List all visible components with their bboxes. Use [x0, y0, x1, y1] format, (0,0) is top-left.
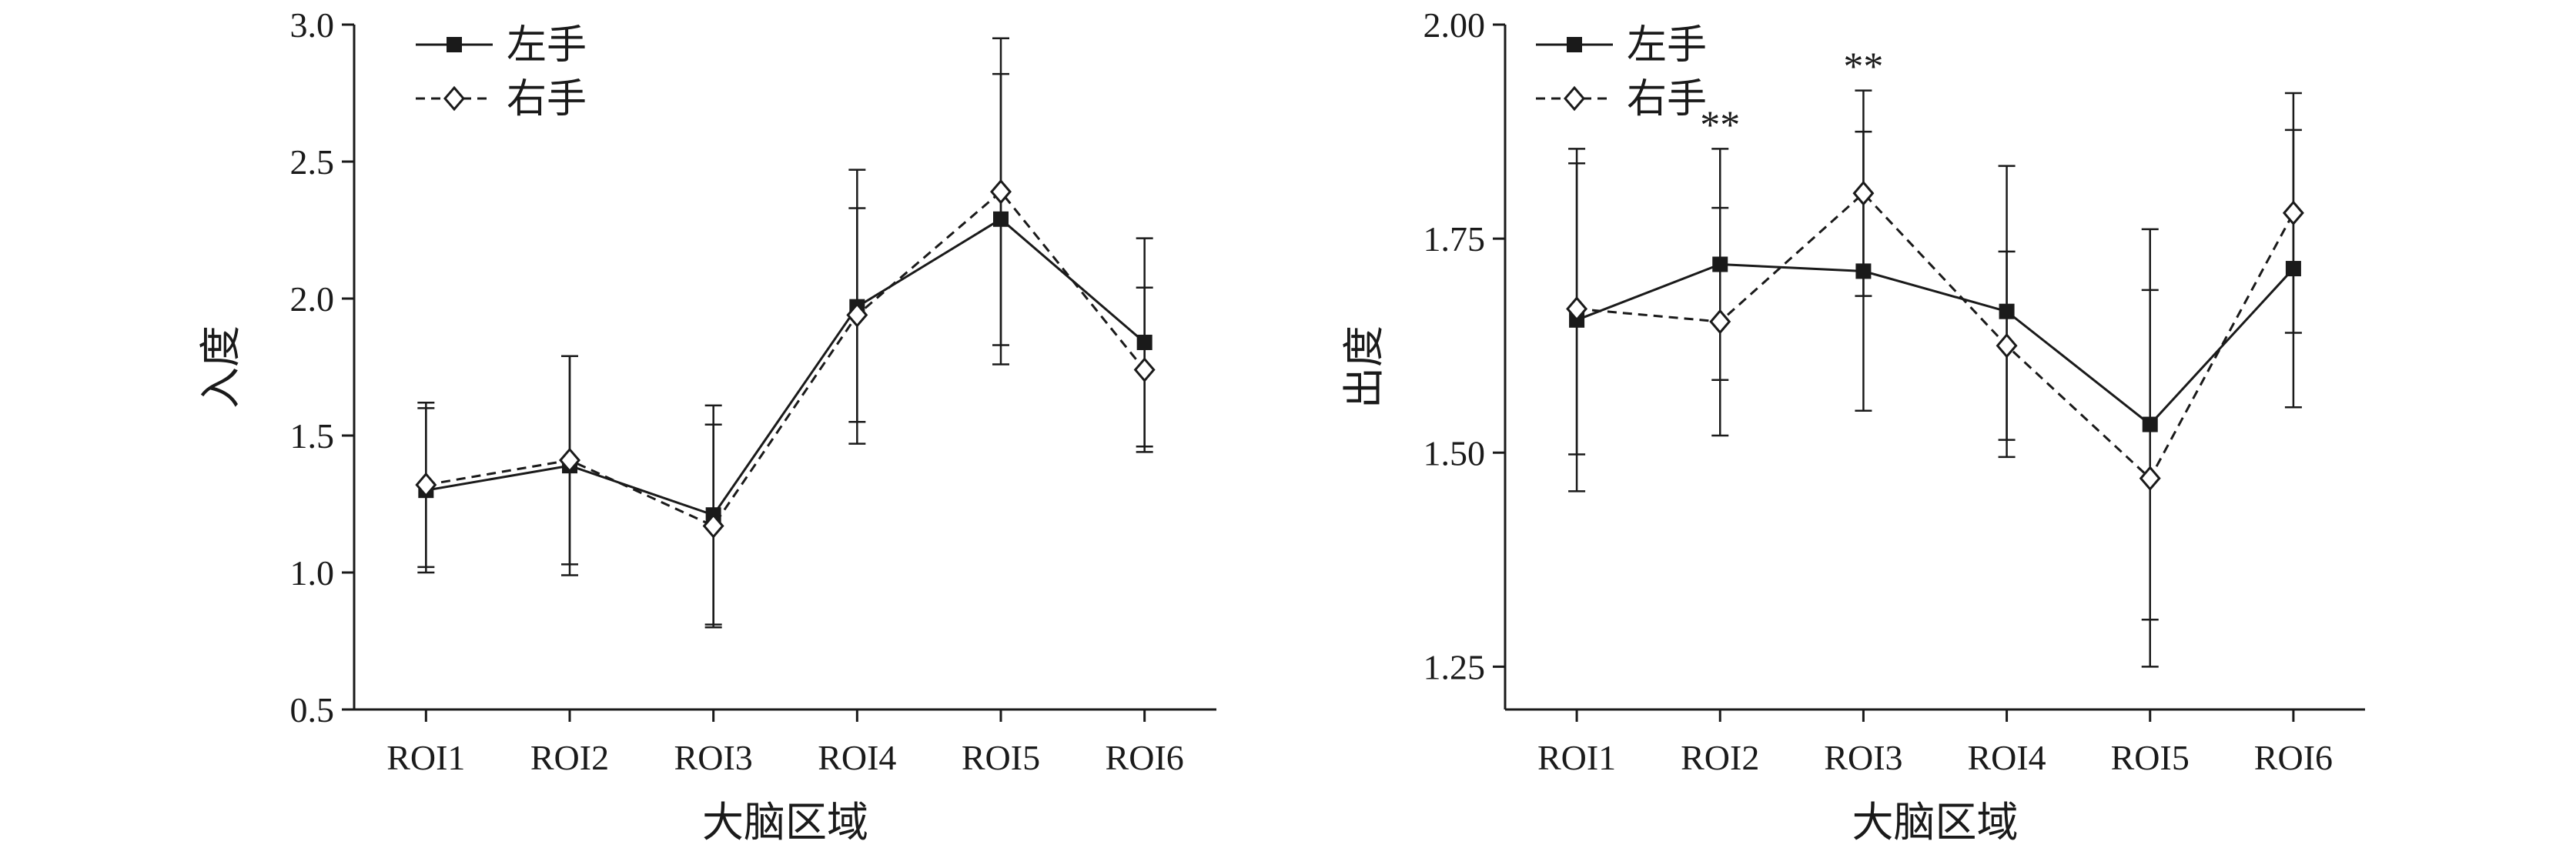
data-point — [702, 513, 724, 539]
x-axis-title: 大脑区域 — [702, 800, 868, 846]
data-point — [2139, 466, 2161, 491]
x-tick-label: ROI2 — [530, 738, 609, 777]
data-point — [990, 179, 1012, 205]
x-tick-label: ROI4 — [1967, 738, 2046, 777]
x-tick-label: ROI3 — [674, 738, 753, 777]
series-left-hand — [1568, 129, 2302, 621]
data-point — [846, 302, 868, 328]
y-tick-label: 1.25 — [1423, 647, 1486, 686]
x-axis-title: 大脑区域 — [1852, 800, 2019, 846]
y-axis-title: 出度 — [1341, 326, 1387, 409]
legend-label: 右手 — [507, 78, 587, 122]
x-tick-label: ROI5 — [2111, 738, 2190, 777]
series-line — [1576, 192, 2295, 481]
y-tick-label: 1.5 — [290, 416, 335, 456]
significance-mark: ** — [1843, 45, 1883, 89]
legend-marker — [443, 85, 465, 112]
legend-label: 右手 — [1627, 78, 1707, 122]
data-point — [1996, 332, 2018, 359]
y-tick-label: 1.0 — [290, 553, 335, 593]
legend-marker — [1567, 37, 1582, 52]
y-tick-label: 2.00 — [1423, 5, 1486, 45]
legend-marker — [1564, 85, 1585, 112]
chart-panel-2: 1.25 1.50 1.75 2.00 ROI1 ROI2 ROI3 ROI4 ROI5 ROI6… — [1341, 5, 2365, 846]
x-tick-label: ROI5 — [962, 738, 1040, 777]
data-point — [1709, 309, 1731, 335]
y-tick-label: 2.0 — [290, 279, 335, 319]
data-point — [559, 447, 580, 473]
legend-label: 左手 — [1627, 24, 1707, 68]
legend-marker — [447, 37, 462, 52]
y-axis-title: 入度 — [198, 326, 244, 409]
y-tick-label: 0.5 — [290, 690, 335, 729]
significance-mark: ** — [1700, 103, 1740, 147]
chart-panel-1: 0.5 1.0 1.5 2.0 2.5 3.0 ROI1 ROI2 ROI3 ROI4 ROI5 RO… — [198, 5, 1216, 846]
y-tick-label: 1.75 — [1423, 219, 1486, 259]
x-tick-label: ROI3 — [1824, 738, 1902, 777]
y-tick-label: 3.0 — [290, 5, 335, 45]
data-point — [2282, 200, 2304, 226]
x-tick-label: ROI6 — [2254, 738, 2333, 777]
series-right-hand — [1566, 89, 2304, 668]
data-point — [1566, 296, 1588, 322]
y-tick-label: 2.5 — [290, 142, 335, 182]
series-line — [1576, 262, 2295, 426]
series-line — [426, 190, 1146, 528]
x-tick-label: ROI4 — [818, 738, 896, 777]
data-point — [1133, 357, 1156, 382]
series-line — [426, 217, 1146, 517]
x-tick-label: ROI1 — [386, 738, 465, 777]
legend-label: 左手 — [507, 24, 587, 68]
y-tick-label: 1.50 — [1423, 433, 1486, 472]
x-tick-label: ROI6 — [1106, 738, 1184, 777]
series-left-hand — [417, 72, 1153, 626]
data-point — [1852, 180, 1875, 206]
data-point — [415, 472, 437, 498]
x-tick-label: ROI1 — [1537, 738, 1616, 777]
x-tick-label: ROI2 — [1681, 738, 1759, 777]
series-right-hand — [415, 37, 1156, 629]
